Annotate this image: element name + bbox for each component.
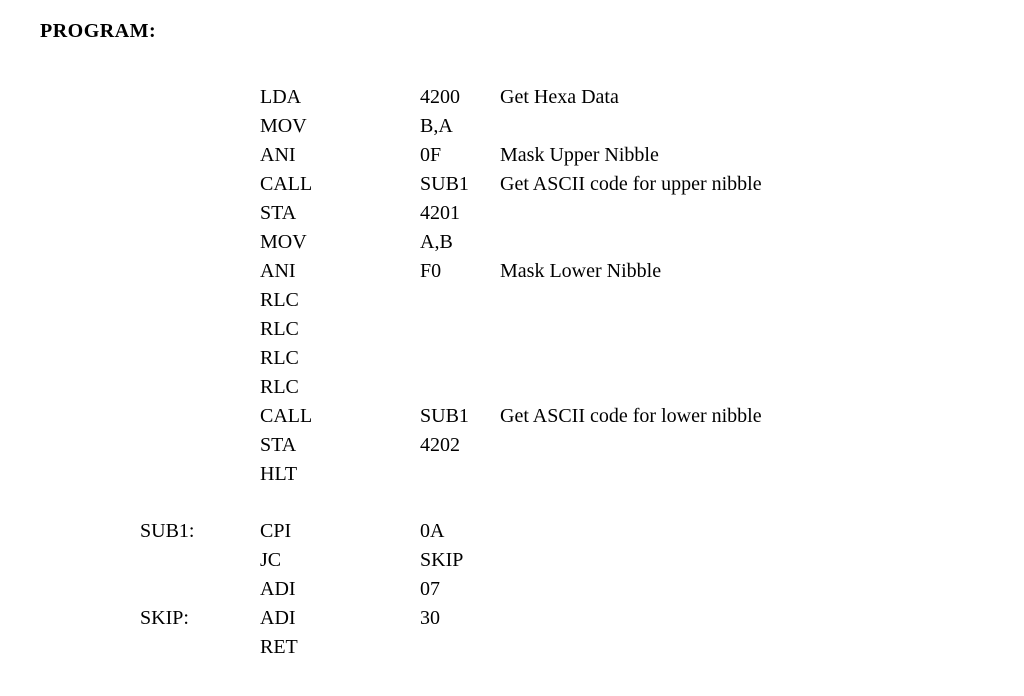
operand-cell xyxy=(420,286,500,315)
opcode-cell: MOV xyxy=(260,112,420,141)
opcode-cell: RLC xyxy=(260,286,420,315)
page-title: PROGRAM: xyxy=(40,20,984,43)
opcode-cell: RLC xyxy=(260,315,420,344)
comment-cell xyxy=(500,431,984,460)
blank-line xyxy=(40,489,984,517)
comment-cell xyxy=(500,228,984,257)
comment-cell: Mask Lower Nibble xyxy=(500,257,984,286)
label-cell xyxy=(40,344,260,373)
comment-cell xyxy=(500,546,984,575)
label-cell: SUB1: xyxy=(40,517,260,546)
operand-cell: F0 xyxy=(420,257,500,286)
code-row: RLC xyxy=(40,286,984,315)
code-row: ADI07 xyxy=(40,575,984,604)
comment-cell xyxy=(500,286,984,315)
code-row: HLT xyxy=(40,460,984,489)
code-block: LDA4200Get Hexa DataMOVB,AANI0FMask Uppe… xyxy=(40,83,984,662)
opcode-cell: HLT xyxy=(260,460,420,489)
label-cell xyxy=(40,141,260,170)
opcode-cell: CALL xyxy=(260,402,420,431)
label-cell xyxy=(40,546,260,575)
opcode-cell: LDA xyxy=(260,83,420,112)
operand-cell xyxy=(420,460,500,489)
label-cell xyxy=(40,575,260,604)
comment-cell xyxy=(500,575,984,604)
comment-cell xyxy=(500,199,984,228)
operand-cell: 4201 xyxy=(420,199,500,228)
label-cell xyxy=(40,373,260,402)
label-cell xyxy=(40,112,260,141)
code-row: STA4201 xyxy=(40,199,984,228)
operand-cell xyxy=(420,373,500,402)
code-row: RET xyxy=(40,633,984,662)
code-row: RLC xyxy=(40,315,984,344)
comment-cell xyxy=(500,604,984,633)
opcode-cell: RLC xyxy=(260,344,420,373)
operand-cell: 0F xyxy=(420,141,500,170)
label-cell xyxy=(40,257,260,286)
comment-cell xyxy=(500,112,984,141)
opcode-cell: STA xyxy=(260,199,420,228)
code-row: CALLSUB1Get ASCII code for lower nibble xyxy=(40,402,984,431)
operand-cell: 07 xyxy=(420,575,500,604)
code-row: ANIF0Mask Lower Nibble xyxy=(40,257,984,286)
code-row: STA4202 xyxy=(40,431,984,460)
operand-cell xyxy=(420,344,500,373)
opcode-cell: JC xyxy=(260,546,420,575)
opcode-cell: CPI xyxy=(260,517,420,546)
operand-cell: SKIP xyxy=(420,546,500,575)
comment-cell xyxy=(500,344,984,373)
code-row: MOVA,B xyxy=(40,228,984,257)
operand-cell: SUB1 xyxy=(420,402,500,431)
comment-cell xyxy=(500,315,984,344)
comment-cell xyxy=(500,517,984,546)
label-cell: SKIP: xyxy=(40,604,260,633)
comment-cell: Mask Upper Nibble xyxy=(500,141,984,170)
operand-cell: B,A xyxy=(420,112,500,141)
operand-cell: 4200 xyxy=(420,83,500,112)
program-listing: PROGRAM: LDA4200Get Hexa DataMOVB,AANI0F… xyxy=(0,0,1024,682)
comment-cell: Get ASCII code for lower nibble xyxy=(500,402,984,431)
operand-cell: 4202 xyxy=(420,431,500,460)
code-row: RLC xyxy=(40,373,984,402)
operand-cell: 30 xyxy=(420,604,500,633)
label-cell xyxy=(40,170,260,199)
operand-cell xyxy=(420,315,500,344)
label-cell xyxy=(40,402,260,431)
label-cell xyxy=(40,460,260,489)
opcode-cell: ANI xyxy=(260,141,420,170)
comment-cell xyxy=(500,373,984,402)
opcode-cell: RET xyxy=(260,633,420,662)
label-cell xyxy=(40,83,260,112)
operand-cell: 0A xyxy=(420,517,500,546)
code-row: JCSKIP xyxy=(40,546,984,575)
code-row: LDA4200Get Hexa Data xyxy=(40,83,984,112)
opcode-cell: CALL xyxy=(260,170,420,199)
label-cell xyxy=(40,199,260,228)
opcode-cell: RLC xyxy=(260,373,420,402)
label-cell xyxy=(40,286,260,315)
comment-cell xyxy=(500,460,984,489)
operand-cell xyxy=(420,633,500,662)
label-cell xyxy=(40,315,260,344)
comment-cell: Get Hexa Data xyxy=(500,83,984,112)
comment-cell xyxy=(500,633,984,662)
label-cell xyxy=(40,633,260,662)
code-row: SUB1:CPI0A xyxy=(40,517,984,546)
opcode-cell: ADI xyxy=(260,604,420,633)
opcode-cell: ADI xyxy=(260,575,420,604)
code-row: RLC xyxy=(40,344,984,373)
opcode-cell: MOV xyxy=(260,228,420,257)
comment-cell: Get ASCII code for upper nibble xyxy=(500,170,984,199)
label-cell xyxy=(40,431,260,460)
code-row: SKIP:ADI30 xyxy=(40,604,984,633)
code-row: ANI0FMask Upper Nibble xyxy=(40,141,984,170)
code-row: CALLSUB1Get ASCII code for upper nibble xyxy=(40,170,984,199)
opcode-cell: STA xyxy=(260,431,420,460)
operand-cell: SUB1 xyxy=(420,170,500,199)
label-cell xyxy=(40,228,260,257)
opcode-cell: ANI xyxy=(260,257,420,286)
code-row: MOVB,A xyxy=(40,112,984,141)
operand-cell: A,B xyxy=(420,228,500,257)
